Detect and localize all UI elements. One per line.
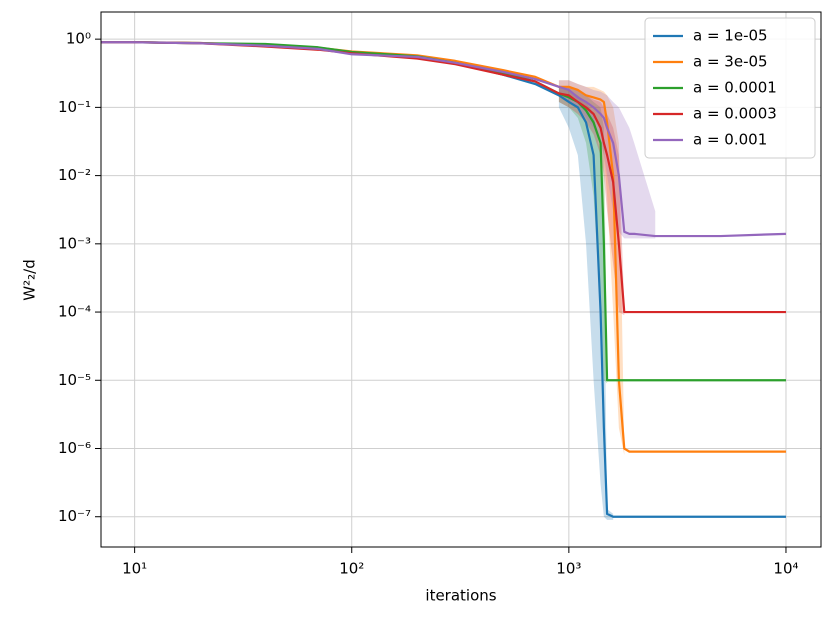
line xyxy=(101,41,786,382)
band xyxy=(558,86,608,384)
legend-label: a = 3e-05 xyxy=(693,53,768,71)
legend-label: a = 0.0003 xyxy=(693,105,777,123)
x-axis-label: iterations xyxy=(425,587,496,605)
plot xyxy=(101,41,787,520)
y-tick-label: 10⁻³ xyxy=(58,234,91,252)
y-tick-label: 10⁻⁷ xyxy=(58,507,91,525)
band xyxy=(558,86,614,520)
legend-label: a = 0.0001 xyxy=(693,79,777,97)
band xyxy=(558,80,625,456)
y-axis-label: W²₂/d xyxy=(21,259,39,300)
y-tick-label: 10⁻⁶ xyxy=(58,439,91,457)
y-tick-label: 10⁻² xyxy=(58,166,91,184)
legend-label: a = 0.001 xyxy=(693,131,767,149)
legend-box xyxy=(644,17,816,159)
x-tick-label: 10¹ xyxy=(122,560,147,578)
x-tick-label: 10⁴ xyxy=(773,560,798,578)
band xyxy=(558,86,625,316)
y-tick-label: 10⁻⁴ xyxy=(58,303,91,321)
y-tick-label: 10⁻¹ xyxy=(58,98,91,116)
y-tick-label: 10⁰ xyxy=(66,30,91,48)
plot-frame xyxy=(100,11,822,548)
line xyxy=(101,41,787,238)
x-tick-label: 10² xyxy=(339,560,364,578)
legend-label: a = 1e-05 xyxy=(693,27,768,45)
x-tick-label: 10³ xyxy=(556,560,581,578)
y-tick-label: 10⁻⁵ xyxy=(58,371,91,389)
